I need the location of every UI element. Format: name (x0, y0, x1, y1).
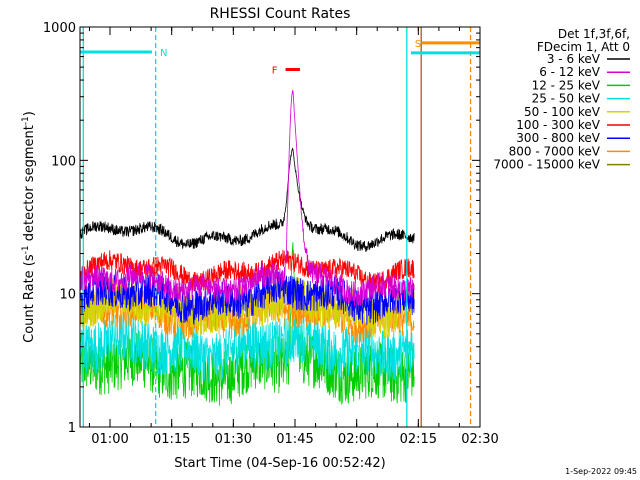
x-tick-label: 02:30 (461, 432, 498, 447)
y-tick-label: 1 (68, 421, 76, 436)
legend-entry-label: 800 - 7000 keV (509, 144, 601, 158)
annotation-label: S (415, 39, 421, 50)
legend: Det 1f,3f,6f, FDecim 1, Att 0 3 - 6 keV6… (493, 27, 630, 172)
x-tick-label: 01:00 (91, 432, 128, 447)
x-tick-label: 01:45 (276, 432, 313, 447)
x-tick-label: 01:15 (153, 432, 190, 447)
chart-title: RHESSI Count Rates (210, 6, 351, 22)
x-tick-label: 02:00 (338, 432, 375, 447)
x-tick-label: 01:30 (215, 432, 252, 447)
marker-layer (82, 27, 472, 427)
x-tick-label: 02:15 (400, 432, 437, 447)
y-tick-label: 10 (59, 288, 76, 303)
series-line (79, 89, 415, 307)
legend-entry-label: 50 - 100 keV (524, 105, 601, 119)
series-layer (79, 89, 415, 406)
legend-entry-label: 7000 - 15000 keV (493, 158, 600, 172)
footer-timestamp: 1-Sep-2022 09:45 (565, 467, 637, 476)
x-axis-label: Start Time (04-Sep-16 00:52:42) (174, 456, 385, 471)
legend-entry-label: 3 - 6 keV (547, 52, 601, 66)
axis-layer: 01:00 01:15 01:30 01:45 02:00 02:15 02:30 1 10 10… (43, 21, 499, 447)
legend-header-line: Det 1f,3f,6f, (558, 27, 630, 41)
legend-entry-label: 6 - 12 keV (539, 65, 601, 79)
legend-entry-label: 25 - 50 keV (532, 92, 601, 106)
legend-header-line: FDecim 1, Att 0 (537, 40, 630, 54)
y-axis-label: Count Rate (s-1 detector segment-1) (21, 111, 37, 343)
series-line (79, 311, 415, 384)
plot-frame (79, 26, 481, 428)
series-line (79, 147, 415, 252)
legend-entry-label: 100 - 300 keV (516, 118, 600, 132)
annotation-label: F (272, 66, 278, 77)
y-tick-label: 1000 (43, 21, 76, 36)
legend-entry-label: 300 - 800 keV (516, 131, 600, 145)
y-tick-label: 100 (51, 154, 76, 169)
annotation-layer: N S F (80, 39, 480, 77)
series-line (79, 270, 415, 325)
annotation-label: N (160, 48, 167, 59)
legend-entry-label: 12 - 25 keV (532, 78, 601, 92)
